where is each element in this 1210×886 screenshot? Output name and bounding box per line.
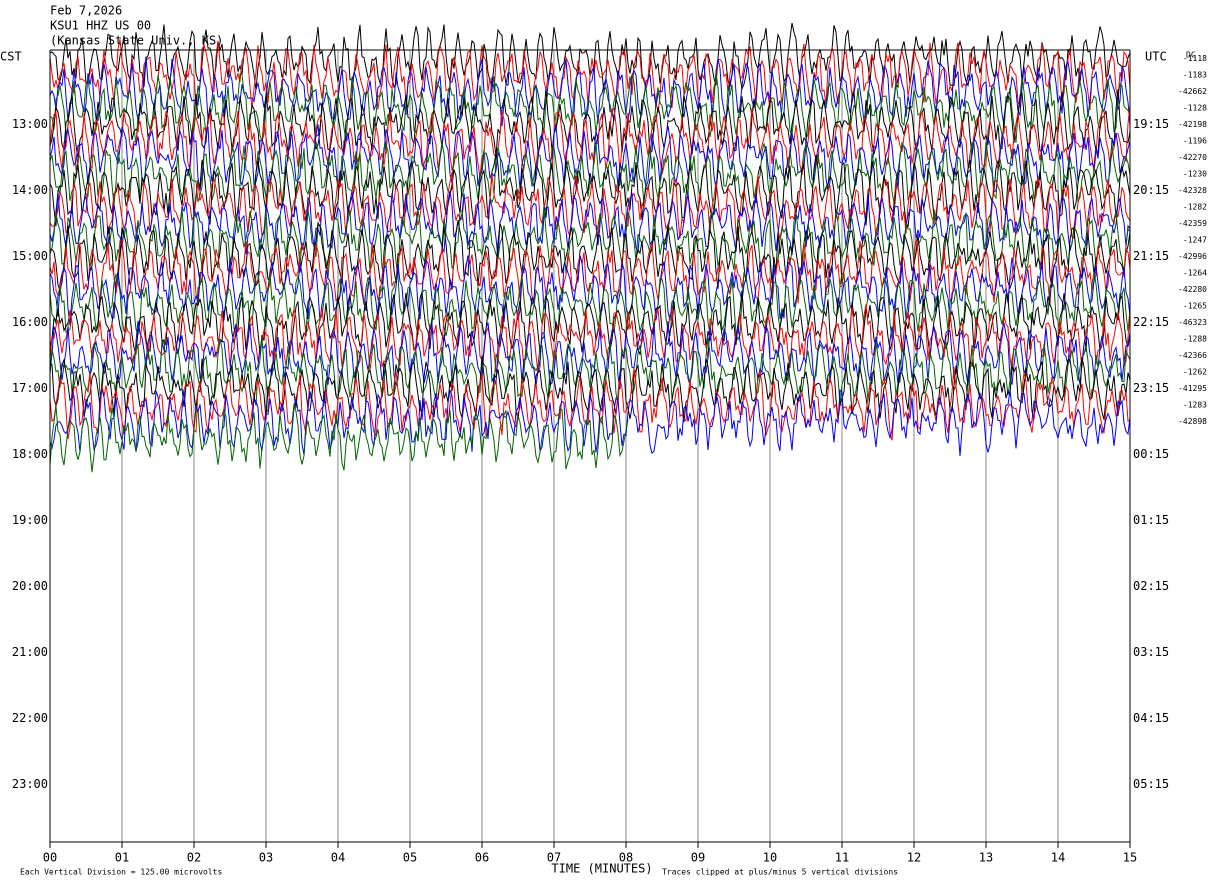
dc-value: -42328 [1178, 186, 1207, 195]
header-station: KSU1 HHZ US 00 [50, 19, 151, 33]
dc-value: -1118 [1183, 54, 1207, 63]
left-tick-label: 16:00 [12, 315, 48, 329]
left-tick-label: 19:00 [12, 513, 48, 527]
x-tick-label: 10 [763, 851, 777, 865]
x-tick-label: 13 [979, 851, 993, 865]
x-tick-label: 06 [475, 851, 489, 865]
trace [49, 190, 1131, 259]
dc-value: -42996 [1178, 252, 1207, 261]
right-tick-label: 04:15 [1133, 711, 1169, 725]
x-tick-label: 00 [43, 851, 57, 865]
x-tick-label: 05 [403, 851, 417, 865]
dc-value: -1288 [1183, 335, 1207, 344]
dc-value: -42359 [1178, 219, 1207, 228]
left-tick-label: 13:00 [12, 117, 48, 131]
right-tick-label: 03:15 [1133, 645, 1169, 659]
header-location: (Kansas State Univ., KS) [50, 34, 223, 48]
left-tick-label: 18:00 [12, 447, 48, 461]
left-tick-label: 21:00 [12, 645, 48, 659]
traces [49, 22, 1131, 473]
trace [49, 255, 1131, 326]
right-tick-label: 23:15 [1133, 381, 1169, 395]
left-tick-label: 17:00 [12, 381, 48, 395]
dc-value: -1262 [1183, 368, 1207, 377]
dc-value: -42366 [1178, 351, 1207, 360]
right-tick-label: 00:15 [1133, 447, 1169, 461]
footer-scale: Each Vertical Division = 125.00 microvol… [20, 868, 222, 877]
dc-value: -42270 [1178, 153, 1207, 162]
dc-value: -1265 [1183, 302, 1207, 311]
right-tick-label: 22:15 [1133, 315, 1169, 329]
x-tick-label: 02 [187, 851, 201, 865]
right-tick-label: 20:15 [1133, 183, 1169, 197]
dc-label: DC [1186, 51, 1196, 60]
right-tick-label: 19:15 [1133, 117, 1169, 131]
trace [49, 271, 1131, 341]
x-axis-label: TIME (MINUTES) [551, 862, 652, 876]
right-tick-label: 01:15 [1133, 513, 1169, 527]
header-date: Feb 7,2026 [50, 4, 122, 18]
x-tick-label: 14 [1051, 851, 1065, 865]
trace [49, 220, 1131, 293]
dc-value: -1230 [1183, 170, 1207, 179]
x-tick-label: 09 [691, 851, 705, 865]
right-axis-label: UTC [1145, 50, 1167, 64]
dc-value: -1128 [1183, 104, 1207, 113]
x-tick-label: 11 [835, 851, 849, 865]
dc-value: -42898 [1178, 417, 1207, 426]
right-tick-label: 05:15 [1133, 777, 1169, 791]
trace [49, 367, 1131, 441]
dc-value: -1196 [1183, 137, 1207, 146]
right-tick-label: 02:15 [1133, 579, 1169, 593]
x-tick-label: 04 [331, 851, 345, 865]
left-axis-label: CST [0, 50, 22, 64]
trace [49, 389, 1131, 457]
left-tick-label: 20:00 [12, 579, 48, 593]
footer-clip: Traces clipped at plus/minus 5 vertical … [662, 868, 898, 877]
right-tick-label: 21:15 [1133, 249, 1169, 263]
x-tick-label: 01 [115, 851, 129, 865]
dc-value: -1264 [1183, 269, 1207, 278]
left-tick-label: 23:00 [12, 777, 48, 791]
left-tick-label: 15:00 [12, 249, 48, 263]
x-tick-label: 03 [259, 851, 273, 865]
left-tick-label: 22:00 [12, 711, 48, 725]
dc-value: -42198 [1178, 120, 1207, 129]
trace [49, 403, 629, 473]
trace [49, 104, 1131, 178]
dc-value: -42662 [1178, 87, 1207, 96]
dc-value: -1282 [1183, 203, 1207, 212]
dc-value: -1247 [1183, 236, 1207, 245]
x-tick-label: 08 [619, 851, 633, 865]
trace [49, 88, 1131, 159]
left-tick-label: 14:00 [12, 183, 48, 197]
trace [49, 141, 1131, 212]
dc-value: -1283 [1183, 401, 1207, 410]
dc-value: -1183 [1183, 71, 1207, 80]
x-tick-label: 12 [907, 851, 921, 865]
dc-value: -46323 [1178, 318, 1207, 327]
x-tick-label: 15 [1123, 851, 1137, 865]
x-tick-label: 07 [547, 851, 561, 865]
dc-value: -42280 [1178, 285, 1207, 294]
dc-value: -41295 [1178, 384, 1207, 393]
